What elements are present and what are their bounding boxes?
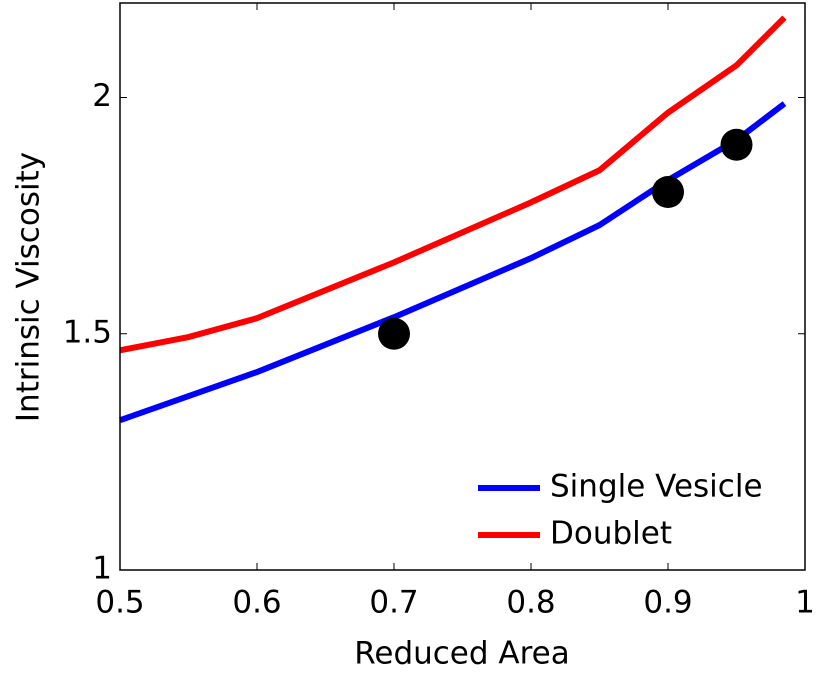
series-line (119, 15, 787, 354)
x-tick-label: 0.9 (643, 585, 692, 621)
plot-frame (119, 2, 806, 571)
data-point (720, 128, 753, 161)
y-axis-label: Intrinsic Viscosity (11, 152, 47, 422)
legend-label: Doublet (550, 516, 672, 552)
x-tick-label: 0.8 (506, 585, 555, 621)
legend-label: Single Vesicle (550, 469, 763, 505)
x-tick-label: 0.5 (95, 585, 144, 621)
x-tick-label: 0.6 (232, 585, 281, 621)
y-tick-label: 2 (92, 78, 112, 114)
data-point (652, 176, 684, 208)
y-tick-label: 1 (92, 551, 112, 587)
y-tick-label: 1.5 (63, 314, 112, 350)
x-tick-label: 0.7 (369, 585, 418, 621)
series-line (119, 101, 787, 424)
x-axis-label: Reduced Area (354, 636, 570, 672)
x-tick-label: 1 (795, 585, 815, 621)
data-point (378, 317, 410, 350)
